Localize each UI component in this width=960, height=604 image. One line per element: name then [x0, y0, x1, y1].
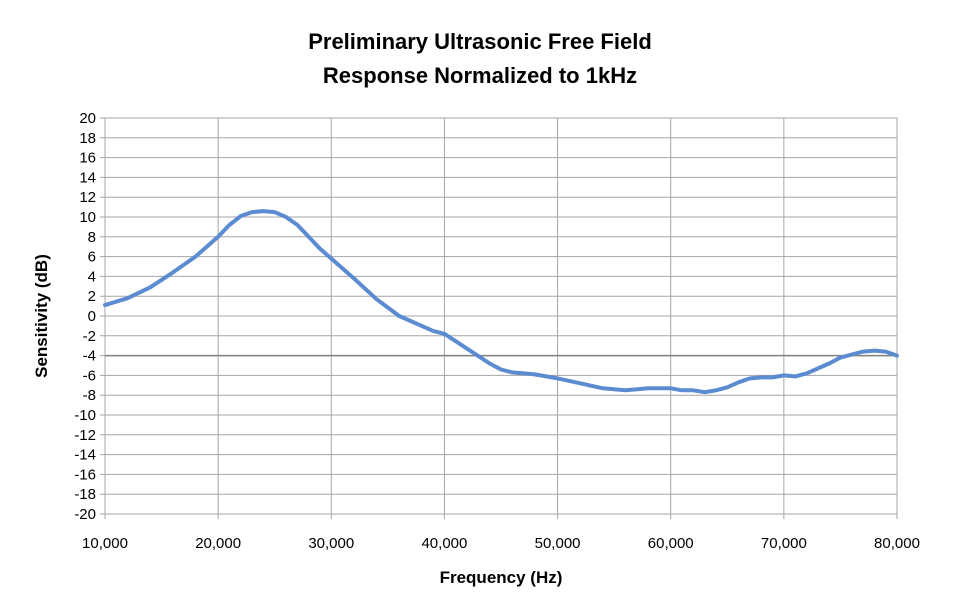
- y-tick-label: -10: [74, 407, 96, 424]
- y-tick-label: 2: [88, 288, 96, 305]
- x-tick-label: 70,000: [761, 535, 807, 552]
- chart-title-line-2: Response Normalized to 1kHz: [322, 63, 638, 88]
- y-axis-title: Sensitivity (dB): [32, 254, 51, 378]
- y-tick-label: -18: [74, 486, 96, 503]
- x-tick-label: 20,000: [195, 535, 241, 552]
- y-tick-label: 20: [79, 110, 96, 127]
- plot-border: [104, 117, 898, 515]
- y-tick-label: -20: [74, 506, 96, 523]
- y-tick-label: -2: [83, 328, 96, 345]
- x-tick-label: 40,000: [421, 535, 467, 552]
- y-tick-label: 0: [88, 308, 96, 325]
- y-tick-label: -12: [74, 427, 96, 444]
- y-tick-label: 12: [79, 189, 96, 206]
- y-tick-label: -4: [83, 348, 96, 365]
- y-tick-label: 16: [79, 150, 96, 167]
- x-tick-label: 10,000: [82, 535, 128, 552]
- series-line: [103, 209, 899, 395]
- y-tick-label: -8: [83, 387, 96, 404]
- x-axis-title: Frequency (Hz): [440, 568, 563, 587]
- x-tick-label: 60,000: [648, 535, 694, 552]
- y-tick-label: 18: [79, 130, 96, 147]
- y-tick-label: -16: [74, 466, 96, 483]
- y-tick-label: 10: [79, 209, 96, 226]
- x-tick-label: 30,000: [308, 535, 354, 552]
- y-tick-label: 4: [88, 268, 96, 285]
- y-tick-label: 6: [88, 249, 96, 266]
- y-tick-label: -14: [74, 447, 96, 464]
- x-tick-label: 50,000: [535, 535, 581, 552]
- y-tick-label: -6: [83, 367, 96, 384]
- x-tick-label: 80,000: [874, 535, 920, 552]
- y-tick-label: 14: [79, 169, 96, 186]
- chart-title-line-1: Preliminary Ultrasonic Free Field: [308, 29, 652, 54]
- y-tick-label: 8: [88, 229, 96, 246]
